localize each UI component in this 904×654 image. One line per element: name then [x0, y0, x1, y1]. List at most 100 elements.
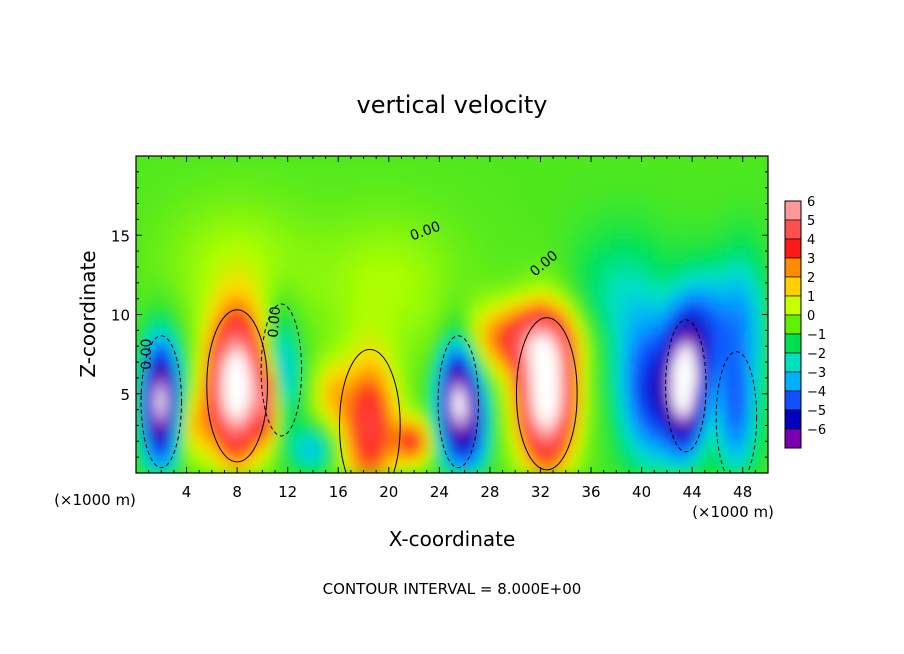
field-cell [609, 282, 617, 292]
field-cell [615, 456, 624, 466]
field-cell [356, 250, 365, 260]
field-cell [457, 440, 466, 450]
field-cell [413, 258, 421, 268]
field-cell [521, 163, 529, 173]
field-cell [483, 424, 491, 434]
field-cell [666, 464, 674, 473]
field-cell [742, 424, 750, 434]
field-cell [666, 329, 674, 339]
field-cell [476, 187, 485, 197]
field-cell [280, 440, 289, 450]
field-cell [558, 385, 567, 395]
field-cell [748, 440, 756, 450]
field-cell [483, 203, 491, 212]
field-cell [464, 266, 472, 276]
field-cell [388, 282, 396, 292]
field-cell [249, 456, 257, 466]
field-cell [464, 377, 472, 387]
field-cell [325, 163, 333, 173]
field-cell [596, 156, 605, 165]
field-cell [445, 440, 453, 450]
field-cell [173, 377, 181, 387]
field-cell [445, 456, 453, 466]
field-cell [527, 337, 535, 347]
field-cell [697, 401, 706, 411]
field-cell [527, 448, 535, 458]
field-cell [375, 242, 383, 252]
field-cell [198, 171, 207, 181]
field-cell [483, 156, 491, 165]
field-cell [356, 456, 365, 466]
field-cell [615, 306, 624, 315]
field-cell [242, 353, 251, 363]
field-cell [261, 163, 270, 173]
field-cell [577, 250, 586, 260]
field-cell [426, 210, 434, 220]
field-cell [508, 163, 516, 173]
field-cell [742, 393, 750, 403]
field-cell [274, 424, 282, 434]
field-cell [136, 329, 143, 339]
field-cell [445, 353, 453, 363]
field-cell [502, 329, 510, 339]
field-cell [426, 156, 434, 165]
field-cell [527, 171, 535, 181]
field-cell [470, 353, 478, 363]
field-cell [173, 321, 181, 331]
field-cell [148, 306, 156, 315]
field-cell [356, 385, 365, 395]
field-cell [306, 432, 314, 442]
field-cell [242, 417, 251, 426]
field-cell [280, 171, 289, 181]
field-cell [432, 298, 440, 308]
field-cell [704, 409, 712, 419]
field-cell [331, 290, 339, 300]
field-cell [697, 417, 706, 426]
field-cell [716, 226, 725, 236]
field-cell [533, 440, 541, 450]
field-cell [141, 266, 150, 276]
field-cell [489, 456, 497, 466]
field-cell [470, 187, 478, 197]
field-cell [539, 171, 548, 181]
field-cell [268, 282, 276, 292]
field-cell [565, 226, 573, 236]
field-cell [407, 195, 415, 205]
field-cell [179, 274, 188, 284]
field-cell [344, 409, 352, 419]
field-cell [679, 409, 687, 419]
field-cell [299, 218, 308, 228]
field-cell [230, 440, 238, 450]
field-cell [394, 361, 402, 371]
field-cell [470, 417, 478, 426]
field-cell [647, 424, 655, 434]
field-cell [641, 163, 649, 173]
field-cell [539, 218, 548, 228]
field-cell [356, 353, 365, 363]
field-cell [470, 282, 478, 292]
field-cell [331, 448, 339, 458]
field-cell [723, 393, 731, 403]
field-cell [451, 456, 459, 466]
field-cell [457, 266, 466, 276]
field-cell [546, 385, 554, 395]
field-cell [672, 266, 681, 276]
field-cell [211, 195, 219, 205]
field-cell [672, 306, 681, 315]
field-cell [148, 314, 156, 323]
field-cell [318, 282, 327, 292]
field-cell [211, 250, 219, 260]
field-cell [672, 377, 681, 387]
field-cell [710, 234, 718, 244]
field-cell [539, 163, 548, 173]
field-cell [205, 282, 213, 292]
field-cell [445, 187, 453, 197]
field-cell [223, 417, 232, 426]
field-cell [407, 361, 415, 371]
field-cell [205, 369, 213, 379]
field-cell [255, 290, 263, 300]
field-cell [407, 290, 415, 300]
field-cell [483, 345, 491, 355]
field-cell [432, 242, 440, 252]
field-cell [236, 329, 244, 339]
